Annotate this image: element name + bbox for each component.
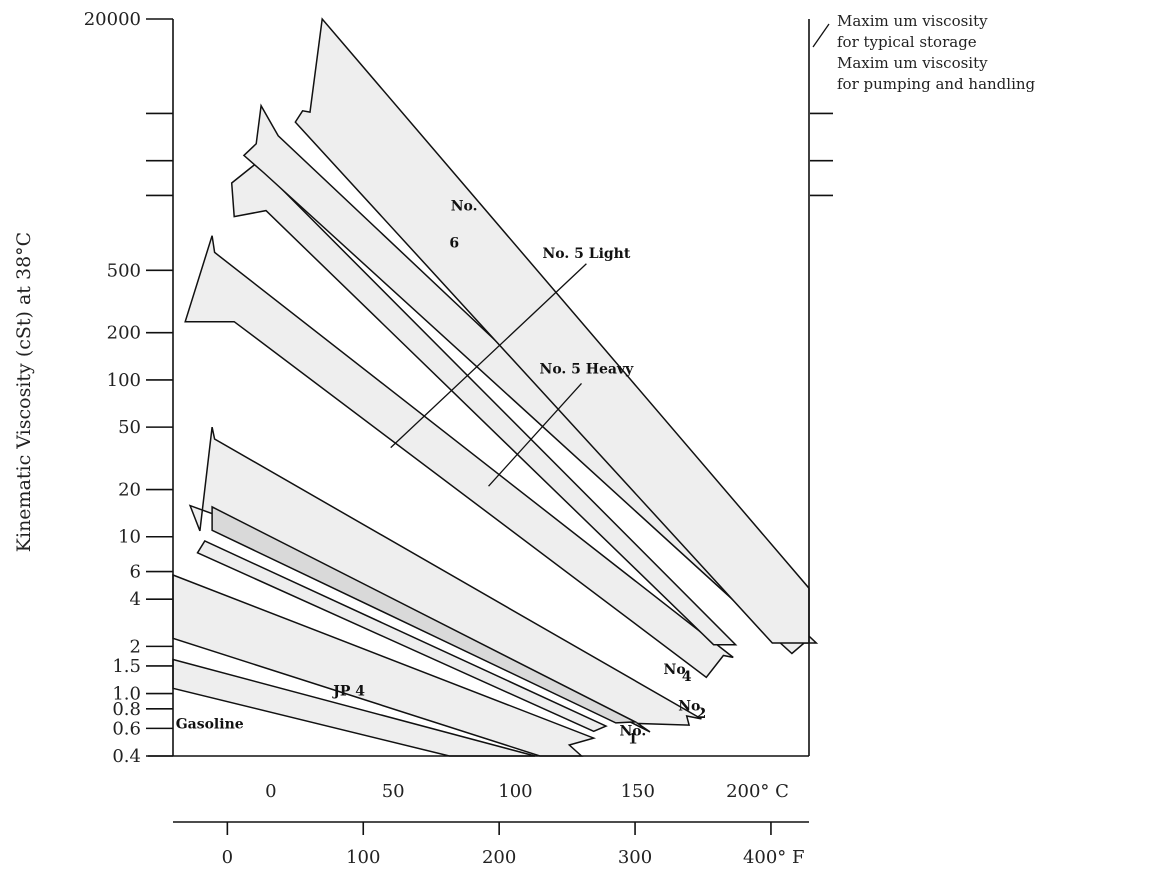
y-tick-label: 0.4 [112,746,141,767]
band-label: Gasoline [176,716,244,732]
band-label: No. 5 Heavy [540,361,635,377]
y-tick-label: 0.6 [112,718,141,739]
y-tick-label: 1.0 [112,684,141,705]
x-tick-label-fahrenheit: 300 [618,847,652,868]
band-label: No. [619,724,646,740]
y-tick-label: 200 [107,323,141,344]
annotation-text: for pumping and handling [837,75,1036,93]
y-tick-label: 2 [130,636,141,657]
band-label: No. [451,199,478,215]
y-tick-label: 20000 [84,9,141,30]
band-label: JP 4 [331,684,365,700]
y-tick-label: 500 [107,260,141,281]
annotation-text: for typical storage [837,33,977,51]
annotation-text: Maxim um viscosity [837,54,988,72]
leader-line [488,382,582,487]
band-no-6 [294,17,810,644]
band-label: 6 [449,235,459,251]
bands-layer [172,17,819,757]
y-tick-label: 10 [118,527,141,548]
band-label: No. [664,662,691,678]
x-tick-label-fahrenheit: 400° F [743,847,805,868]
y-axis-label: Kinematic Viscosity (cSt) at 38°C [13,232,35,552]
y-tick-label: 100 [107,370,141,391]
band-no-4 [184,235,734,679]
x-tick-label-fahrenheit: 0 [222,847,233,868]
y-tick-label: 1.5 [112,656,141,677]
y-tick-label: 0.8 [112,699,141,720]
x-tick-label-celsius: 50 [382,781,405,802]
x-tick-label-fahrenheit: 100 [346,847,380,868]
x-tick-label-celsius: 100 [498,781,532,802]
band-label: 1 [628,732,638,748]
band-label: No. [678,699,705,715]
x-tick-label-celsius: 150 [621,781,655,802]
y-tick-label: 20 [118,480,141,501]
y-tick-label: 50 [118,417,141,438]
band-label: 2 [696,706,706,722]
x-tick-label-fahrenheit: 200 [482,847,516,868]
y-tick-label: 6 [130,562,141,583]
band-label: 4 [682,669,692,685]
annotations-layer: Maxim um viscosity for typical storage Max… [810,12,1036,197]
band-no-1 [196,540,608,733]
y-tick-label: 4 [130,589,141,610]
annotation-marker [812,23,830,48]
band-no-2-core [211,505,639,724]
leader-line [390,263,587,449]
annotation-text: Maxim um viscosity [837,12,988,30]
band-label: No. 5 Light [542,246,630,262]
x-tick-label-celsius: 0 [265,781,276,802]
x-tick-label-celsius: 200° C [726,781,789,802]
